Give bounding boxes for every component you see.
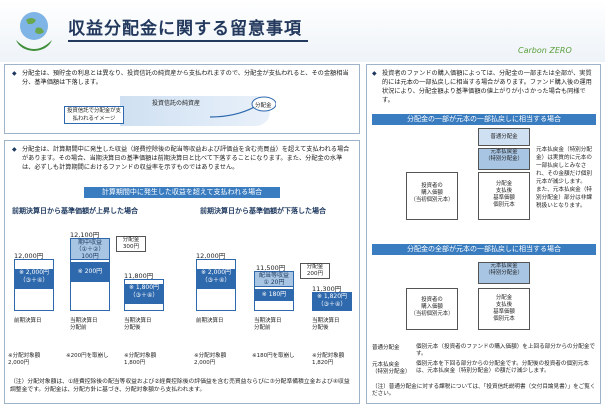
partial-banner: 分配金の一部が元本の一部払戻しに相当する場合	[372, 114, 596, 125]
case-down-peak-value: 11,500円	[256, 264, 286, 272]
case-up-after-inner: ※ 1,800円 （③＋④）	[124, 284, 164, 304]
case-up-after-label: 当期決算日 分配後	[124, 318, 152, 331]
case-up-curr-note: ※200円を取崩し	[66, 353, 109, 359]
page-title: 収益分配金に関する留意事項	[68, 19, 302, 39]
case-down-inner-180: ※ 180円	[254, 289, 294, 301]
panel3-text: 投資者のファンドの購入価額によっては、分配金の一部または全部が、実質的には元本の…	[382, 70, 592, 104]
case-down-dist-callout: 分配金 200円	[300, 263, 330, 279]
case-down-after-note: ※分配対象額 1,820円	[312, 353, 345, 366]
case-up-prev-inner: ※ 2,000円 （③＋④）	[14, 269, 54, 289]
carbon-zero-logo: Carbon ZERO	[518, 46, 572, 55]
case-down-prev-value: 12,000円	[196, 252, 226, 260]
dist-label: 分配金	[255, 103, 272, 109]
def-desc-ordinary: 個別元本（投資者のファンドの購入価額）を上回る部分からの分配金です。	[416, 344, 596, 357]
case-down-prev-label: 前期決算日	[196, 318, 224, 324]
case-up-after-note: ※分配対象額 1,800円	[124, 353, 157, 366]
full-basis-box: 投資者の 購入価額 （当初個別元本）	[406, 288, 458, 330]
case-up-income: 期中収益 （①＋②） 100円	[70, 238, 110, 260]
image-label: 投資信託で分配金が支払われるイメージ	[64, 106, 124, 124]
case-down-after-inner: ※ 1,820円 （③＋④）	[312, 293, 352, 310]
case-up-peak-value: 12,100円	[70, 231, 100, 239]
def-term-refund: 元本払戻金 （特別分配金）	[372, 362, 411, 375]
distribution-arrow-icon	[209, 96, 276, 118]
partial-ordinary-box: 普通分配金	[478, 128, 530, 146]
globe-hands-icon	[16, 12, 52, 51]
partial-after-box: 分配金 支払後 基準価額 個別元本	[478, 172, 530, 220]
bullet-diamond-icon: ◆	[372, 70, 377, 77]
partial-note: 元本払戻金（特別分配金）は実質的に元本の一部払戻しとみなされ、その金額だけ個別元…	[536, 147, 592, 209]
header-band	[0, 0, 605, 62]
panel1-text: 分配金は、預貯金の利息とは異なり、投資信託の純資産から支払われますので、分配金が…	[22, 70, 349, 86]
case-up-prev-label: 前期決算日	[14, 318, 42, 324]
full-refund-box: 元本払戻金 （特別分配金）	[478, 262, 530, 284]
panel2-banner: 計算期間中に発生した収益を超えて支払われる場合	[84, 187, 280, 198]
bullet-diamond-icon: ◆	[12, 146, 17, 153]
full-banner: 分配金の全部が元本の一部払戻しに相当する場合	[372, 244, 596, 255]
pool-label: 投資信託の純資産	[152, 100, 201, 107]
case-down-after-label: 当期決算日 分配後	[312, 318, 340, 331]
case-up-prev-note: ※分配対象額 2,000円	[8, 353, 41, 366]
case-up-dist-callout: 分配金 300円	[116, 236, 146, 252]
bullet-diamond-icon: ◆	[12, 70, 17, 77]
case-up-inner-200: ※ 200円	[70, 262, 110, 282]
def-desc-refund: 個別元本を下回る部分からの分配金です。分配後の投資者の個別元本は、元本払戻金（特…	[416, 361, 589, 374]
case-down-title: 前期決算日から基準価額が下落した場合	[200, 207, 326, 215]
case-down-curr-label: 当期決算日 分配前	[254, 318, 282, 331]
panel3-note: （注）普通分配金に対する課税については、「投資信託説明書（交付目論見書）」をご覧…	[372, 384, 596, 397]
panel2-text: 分配金は、計算期間中に発生した収益（経費控除後の配当等収益および評価益を含む売買…	[22, 146, 350, 171]
case-down-prev-inner: ※ 2,000円 （③＋④）	[196, 269, 236, 289]
title-underline	[68, 40, 308, 42]
case-down-prev-note: ※分配対象額 2,000円	[194, 353, 227, 366]
case-down-curr-note: ※180円を取崩し	[252, 353, 295, 359]
case-down-income: 配当等収益 ① 20円	[254, 271, 294, 287]
case-up-title: 前期決算日から基準価額が上昇した場合	[12, 207, 138, 215]
case-down-after-value: 11,300円	[312, 285, 342, 293]
partial-refund-box: 元本払戻金 （特別分配金）	[478, 148, 530, 170]
def-term-ordinary: 普通分配金	[372, 345, 400, 351]
case-up-after-value: 11,800円	[124, 272, 154, 280]
full-after-box: 分配金 支払後 基準価額 個別元本	[478, 288, 530, 330]
case-up-prev-value: 12,000円	[14, 252, 44, 260]
case-up-curr-label: 当期決算日 分配前	[70, 318, 98, 331]
panel2-footnote: （注）分配対象額は、①経費控除後の配当等収益および②経費控除後の評価益を含む売買…	[10, 379, 350, 393]
partial-basis-box: 投資者の 購入価額 （当初個別元本）	[406, 172, 458, 220]
